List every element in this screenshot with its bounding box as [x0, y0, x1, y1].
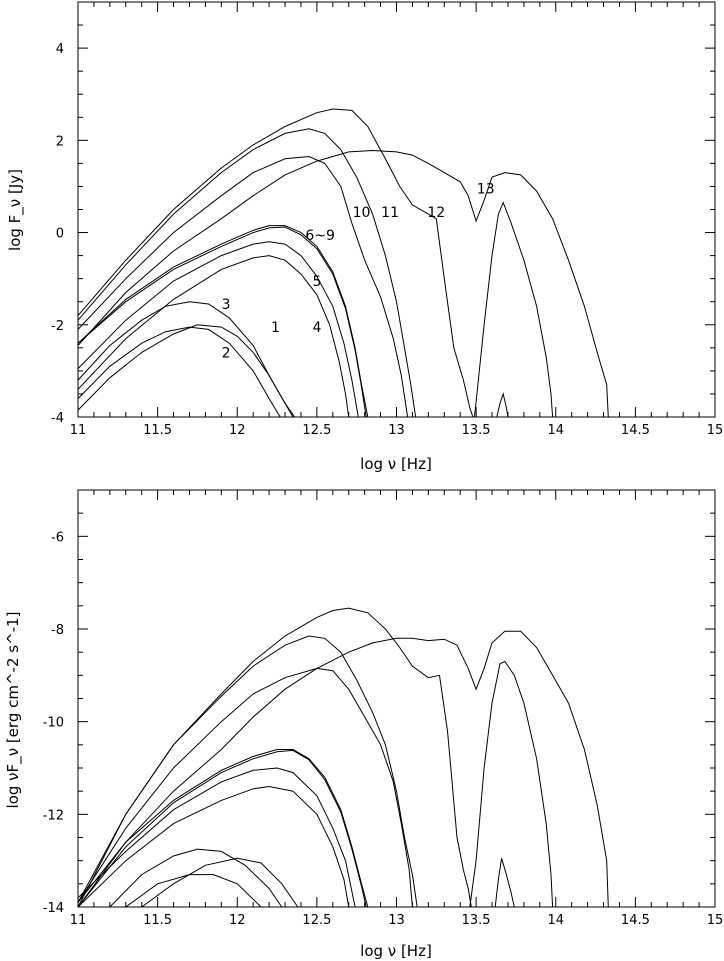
curve-label: 3 [222, 297, 231, 313]
bottom-x-axis-title: log ν [Hz] [360, 942, 432, 960]
x-tick-label: 14.5 [621, 913, 650, 928]
bottom-y-axis-title: log νF_ν [erg cm^-2 s^-1] [4, 612, 23, 809]
x-tick-label: 11.5 [143, 913, 172, 928]
top-panel: 11 11.5 12 12.5 13 13.5 14 14.5 15 -4 -2… [6, 1, 724, 473]
x-tick-label: 15 [707, 423, 724, 438]
bottom-panel: 11 11.5 12 12.5 13 13.5 14 14.5 15 -14 -… [4, 489, 724, 960]
series-line-13 [494, 858, 515, 908]
curve-label: 10 [353, 205, 371, 221]
x-tick-label: 12 [229, 423, 246, 438]
series-line-9 [77, 635, 418, 908]
y-tick-label: -6 [51, 530, 64, 545]
series-line-6 [77, 225, 369, 418]
series-line-7 [77, 749, 367, 908]
x-tick-label: 11 [70, 423, 87, 438]
x-tick-label: 13 [388, 423, 405, 438]
bottom-y-tick-labels: -14 -12 -10 -8 -6 [43, 530, 64, 916]
curve-label: 4 [312, 320, 321, 336]
curve-label: 2 [222, 345, 231, 361]
x-tick-label: 12.5 [302, 423, 331, 438]
top-y-axis-title: log F_ν [Jy] [6, 169, 25, 251]
series-line-5 [77, 767, 356, 908]
curve-label: 1 [271, 320, 280, 336]
x-tick-label: 13.5 [462, 423, 491, 438]
y-tick-label: -2 [51, 319, 64, 334]
top-x-tick-labels: 11 11.5 12 12.5 13 13.5 14 14.5 15 [70, 423, 724, 438]
top-y-tick-labels: -4 -2 0 2 4 [51, 42, 64, 426]
y-tick-label: -12 [43, 808, 64, 823]
series-line-1 [125, 874, 262, 908]
series-line-8 [77, 155, 409, 418]
series-line-11 [77, 630, 609, 908]
series-line-5 [77, 241, 359, 418]
series-line-3 [77, 301, 294, 418]
x-tick-label: 14 [548, 423, 565, 438]
curve-label: 5 [312, 274, 321, 290]
series-line-11 [77, 149, 609, 418]
y-tick-label: 4 [56, 42, 64, 57]
x-tick-label: 13.5 [462, 913, 491, 928]
series-line-4 [77, 785, 350, 908]
series-line-9 [77, 128, 417, 418]
series-line-10 [77, 607, 472, 908]
top-x-axis-title: log ν [Hz] [360, 455, 432, 473]
series-line-4 [77, 255, 350, 418]
y-tick-label: 0 [56, 227, 64, 242]
x-tick-label: 14.5 [621, 423, 650, 438]
curve-label: 12 [427, 205, 445, 221]
curve-label: 6~9 [305, 228, 335, 244]
series-line-6 [77, 749, 369, 908]
series-line-10 [77, 108, 474, 418]
x-tick-label: 11.5 [143, 423, 172, 438]
x-tick-label: 15 [707, 913, 724, 928]
y-tick-label: -8 [51, 623, 64, 638]
y-tick-label: -4 [51, 411, 64, 426]
bottom-series-group [77, 607, 609, 908]
top-series-group [77, 108, 609, 418]
series-line-7 [77, 226, 367, 418]
x-tick-label: 12 [229, 913, 246, 928]
series-line-12 [469, 660, 554, 908]
bottom-plot-frame [77, 489, 716, 908]
series-line-2 [141, 857, 299, 908]
series-line-3 [109, 848, 283, 908]
x-tick-label: 11 [70, 913, 87, 928]
top-tick-marks [77, 1, 716, 418]
curve-label: 11 [381, 205, 399, 221]
bottom-x-tick-labels: 11 11.5 12 12.5 13 13.5 14 14.5 15 [70, 913, 724, 928]
series-line-13 [496, 392, 509, 418]
bottom-tick-marks [77, 489, 716, 908]
top-curve-labels: 1 2 3 4 5 6~9 10 11 12 13 [222, 182, 495, 362]
series-line-8 [77, 667, 413, 908]
series-line-12 [474, 201, 554, 418]
series-line-2 [77, 326, 281, 418]
x-tick-label: 13 [388, 913, 405, 928]
x-tick-label: 14 [548, 913, 565, 928]
y-tick-label: -14 [43, 901, 64, 916]
series-line-1 [77, 324, 296, 418]
y-tick-label: -10 [43, 716, 64, 731]
x-tick-label: 12.5 [302, 913, 331, 928]
curve-label: 13 [477, 182, 495, 198]
y-tick-label: 2 [56, 134, 64, 149]
